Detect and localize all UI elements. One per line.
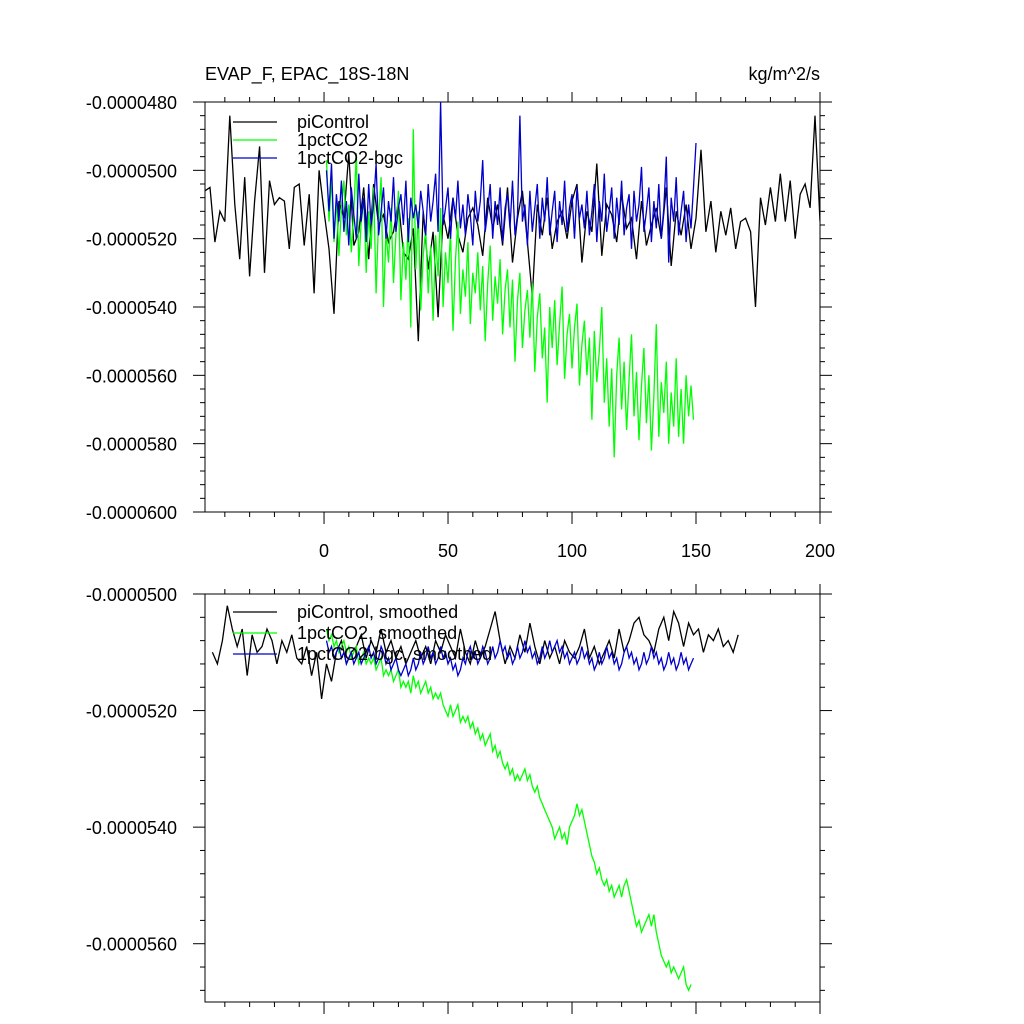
y-tick-label: -0.0000540	[86, 298, 177, 318]
top-panel: 0 50 100 150 200 -0.0000480 -0.0000500 -0.00005…	[86, 92, 835, 561]
units-label: kg/m^2/s	[749, 64, 820, 84]
legend-entry: 1pctCO2-bgc	[297, 148, 403, 168]
plot-frame	[204, 593, 821, 1003]
legend-entry: piControl	[297, 112, 369, 132]
y-tick-label: -0.0000480	[86, 93, 177, 113]
series-group	[205, 102, 820, 458]
series-line-0	[205, 115, 820, 342]
y-tick-label: -0.0000500	[86, 585, 177, 605]
y-tick-label: -0.0000560	[86, 366, 177, 386]
series-line-1	[325, 628, 692, 992]
series-line-1	[325, 129, 695, 458]
legend-entry: 1pctCO2	[297, 130, 368, 150]
y-tick-label: -0.0000500	[86, 161, 177, 181]
legend-entry: 1pctCO2, smoothed	[297, 623, 457, 643]
x-tick-label: 100	[557, 541, 587, 561]
chart-title: EVAP_F, EPAC_18S-18N	[205, 64, 409, 85]
legend-entry: piControl, smoothed	[297, 602, 458, 622]
y-tick-label: -0.0000520	[86, 702, 177, 722]
x-tick-label: 150	[681, 541, 711, 561]
series-group	[211, 605, 739, 992]
y-tick-label: -0.0000560	[86, 935, 177, 955]
x-tick-label: 0	[319, 541, 329, 561]
x-tick-label: 200	[805, 541, 835, 561]
y-tick-label: -0.0000580	[86, 435, 177, 455]
series-line-0	[211, 605, 739, 699]
bottom-panel: -0.0000500 -0.0000520 -0.0000540 -0.0000560…	[86, 584, 832, 1014]
legend-entry: 1pctCO2-bgc, smoothed	[297, 644, 492, 664]
y-tick-label: -0.0000600	[86, 503, 177, 523]
y-tick-label: -0.0000520	[86, 230, 177, 250]
series-line-2	[325, 102, 697, 263]
series-line-2	[325, 638, 695, 678]
x-tick-label: 50	[438, 541, 458, 561]
y-tick-label: -0.0000540	[86, 818, 177, 838]
